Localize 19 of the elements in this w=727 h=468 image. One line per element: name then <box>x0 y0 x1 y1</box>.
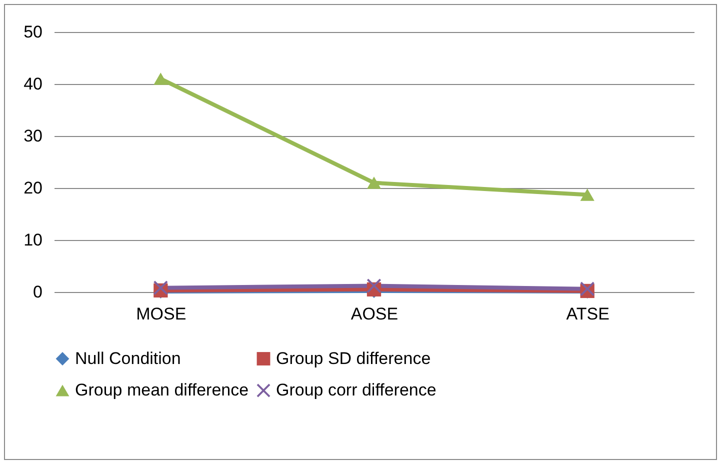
x-tick-label: AOSE <box>350 304 398 324</box>
y-tick-label: 20 <box>24 178 42 198</box>
point <box>366 176 382 189</box>
point <box>366 278 382 293</box>
legend-label: Group SD difference <box>276 348 431 368</box>
y-tick-label: 40 <box>24 74 42 94</box>
legend-label: Group mean difference <box>75 380 249 400</box>
point <box>580 282 594 296</box>
y-tick-label: 10 <box>24 230 42 250</box>
point <box>580 188 594 201</box>
x-tick-label: ATSE <box>566 304 610 324</box>
y-tick-label: 30 <box>24 126 42 146</box>
legend-label: Group corr difference <box>276 380 436 400</box>
point <box>154 280 168 295</box>
x-tick-label: MOSE <box>136 304 186 324</box>
y-tick-label: 0 <box>33 282 42 302</box>
y-tick-label: 50 <box>24 22 42 42</box>
legend-label: Null Condition <box>75 348 181 368</box>
point <box>154 72 168 85</box>
